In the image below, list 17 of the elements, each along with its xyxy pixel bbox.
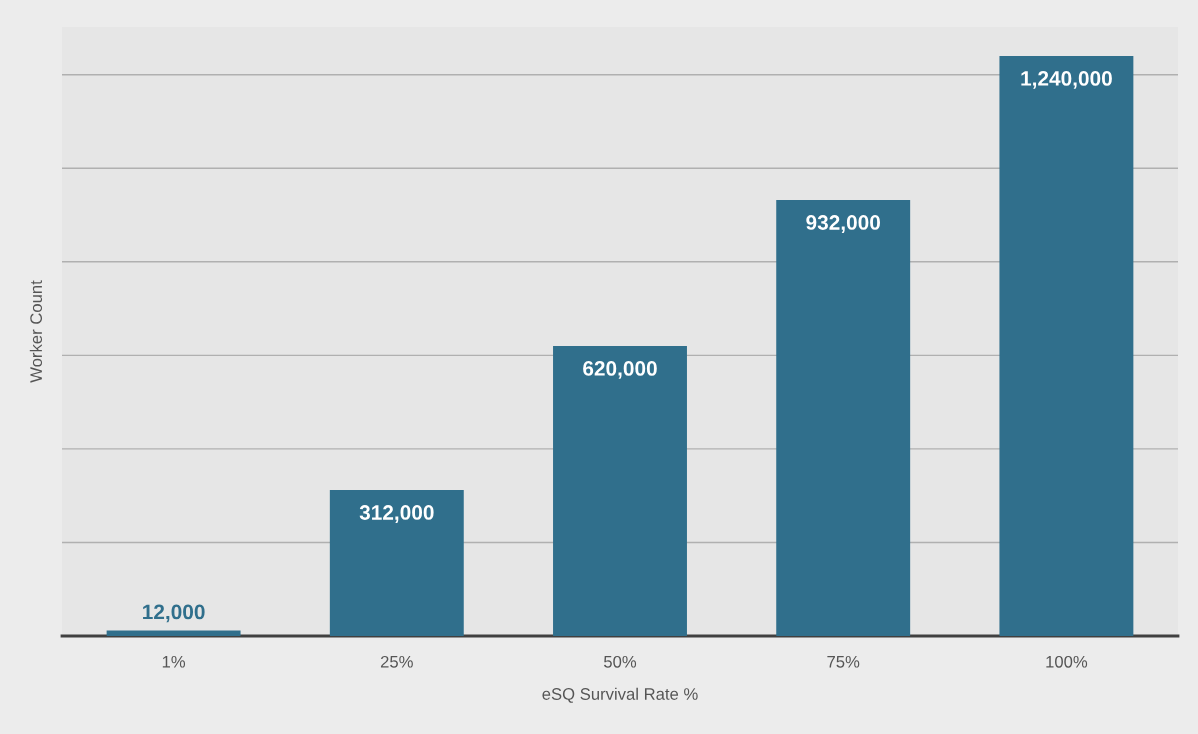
y-axis-title: Worker Count bbox=[29, 280, 43, 383]
data-label: 620,000 bbox=[583, 361, 657, 379]
bar bbox=[553, 346, 687, 636]
x-tick-label: 100% bbox=[1046, 655, 1088, 668]
bar bbox=[999, 56, 1134, 636]
bar bbox=[776, 200, 911, 636]
data-label: 12,000 bbox=[143, 604, 205, 623]
x-axis-title: eSQ Survival Rate % bbox=[542, 687, 698, 703]
x-tick-label: 25% bbox=[380, 655, 413, 668]
x-tick-label: 75% bbox=[827, 655, 860, 668]
x-tick-label: 50% bbox=[603, 655, 637, 668]
data-label: 312,000 bbox=[359, 505, 434, 523]
data-label: 1,240,000 bbox=[1021, 71, 1112, 89]
bar bbox=[329, 490, 464, 636]
bar bbox=[106, 630, 241, 636]
x-tick-label: 1% bbox=[162, 655, 186, 668]
data-label: 932,000 bbox=[806, 215, 880, 233]
